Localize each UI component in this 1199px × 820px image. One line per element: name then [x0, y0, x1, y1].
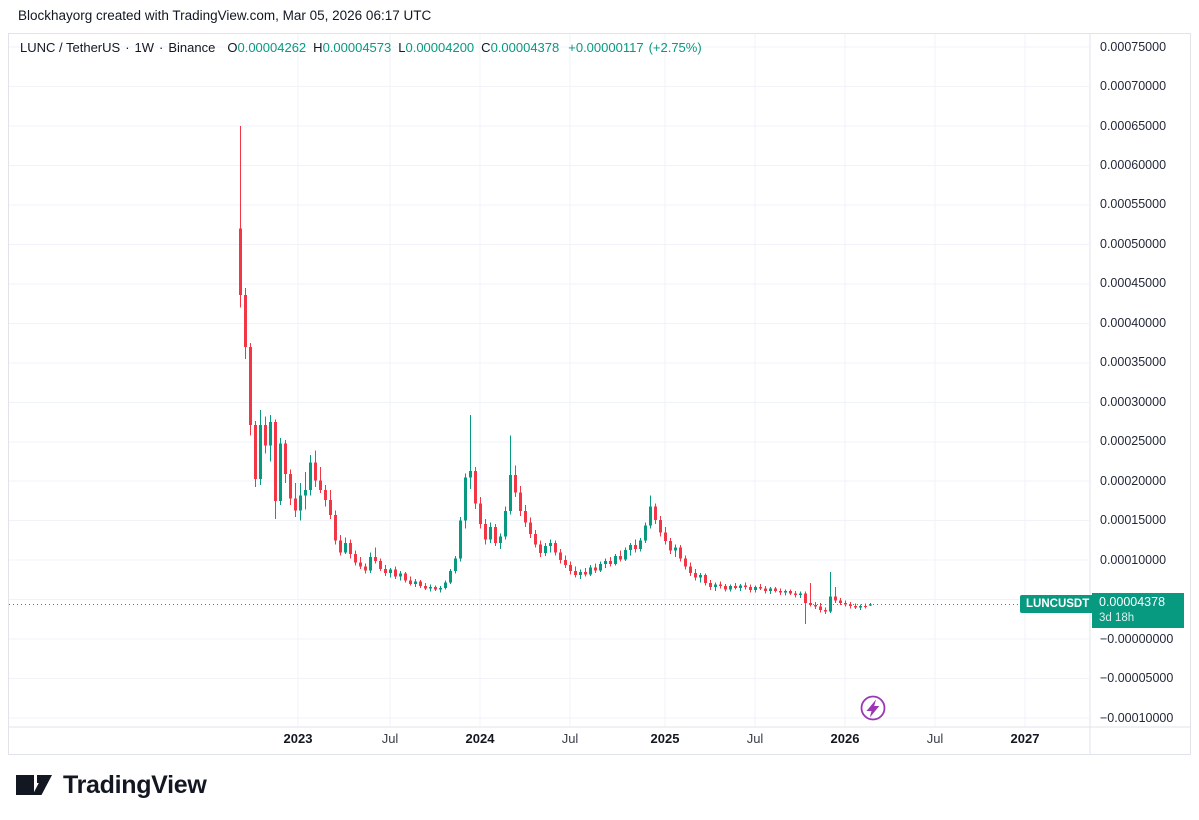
time-tick-label: 2027 — [1010, 731, 1040, 746]
time-tick-label: 2026 — [830, 731, 860, 746]
ohlc-pair: L0.00004200 — [398, 40, 475, 55]
exchange-label: Binance — [168, 40, 216, 55]
time-tick-label: 2024 — [465, 731, 495, 746]
brand-name: TradingView — [63, 770, 207, 799]
price-tick-label: 0.00015000 — [1100, 513, 1167, 528]
footer-brand: TradingView — [14, 769, 207, 801]
price-tick-label: 0.00050000 — [1100, 236, 1167, 251]
ohlc-values: O0.00004262 H0.00004573 L0.00004200 C0.0000… — [227, 40, 566, 55]
price-tick-label: −0.00005000 — [1100, 671, 1174, 686]
price-tick-label: 0.00025000 — [1100, 434, 1167, 449]
price-line-symbol-label: LUNCUSDT — [1020, 595, 1096, 613]
price-tick-label: 0.00060000 — [1100, 158, 1167, 172]
event-lightning-icon — [860, 695, 886, 721]
ohlc-pair: O0.00004262 — [227, 40, 307, 55]
time-tick-label: 2023 — [283, 731, 313, 746]
change-percent: (+2.75%) — [648, 40, 702, 55]
legend-separator: · — [125, 40, 130, 55]
interval-label: 1W — [134, 40, 155, 55]
price-tick-label: −0.00010000 — [1100, 710, 1174, 725]
time-tick-label: Jul — [746, 731, 764, 746]
price-tick-label: 0.00065000 — [1100, 118, 1167, 133]
price-tick-label: −0.00000000 — [1100, 631, 1174, 646]
price-tick-label: 0.00045000 — [1100, 276, 1167, 291]
time-tick-label: 2025 — [650, 731, 680, 746]
bar-countdown: 3d 18h — [1099, 612, 1135, 624]
price-tick-label: 0.00020000 — [1100, 473, 1167, 488]
chart-legend: LUNC / TetherUS · 1W · Binance O0.000042… — [20, 40, 702, 55]
time-tick-label: Jul — [561, 731, 579, 746]
ohlc-pair: C0.00004378 — [481, 40, 560, 55]
change-absolute: +0.00000117 — [568, 40, 644, 55]
attribution-text: Blockhayorg created with TradingView.com… — [18, 8, 432, 23]
ohlc-pair: H0.00004573 — [313, 40, 392, 55]
chart-panel-border — [8, 33, 1191, 755]
symbol-name: LUNC / TetherUS — [20, 40, 121, 55]
price-tick-label: 0.00075000 — [1100, 39, 1167, 54]
price-tick-label: 0.00035000 — [1100, 355, 1167, 370]
price-tick-label: 0.00055000 — [1100, 197, 1167, 212]
time-tick-label: Jul — [926, 731, 944, 746]
legend-separator: · — [159, 40, 164, 55]
price-tick-label: 0.00070000 — [1100, 79, 1167, 94]
price-tick-label: 0.00040000 — [1100, 315, 1167, 330]
time-tick-label: Jul — [381, 731, 399, 746]
last-price-value: 0.00004378 — [1099, 595, 1166, 609]
tradingview-logo-icon — [16, 775, 52, 795]
price-tick-label: 0.00010000 — [1100, 552, 1167, 567]
price-tick-label: 0.00030000 — [1100, 394, 1167, 409]
last-price-badge: 0.00004378 3d 18h — [1092, 593, 1184, 628]
